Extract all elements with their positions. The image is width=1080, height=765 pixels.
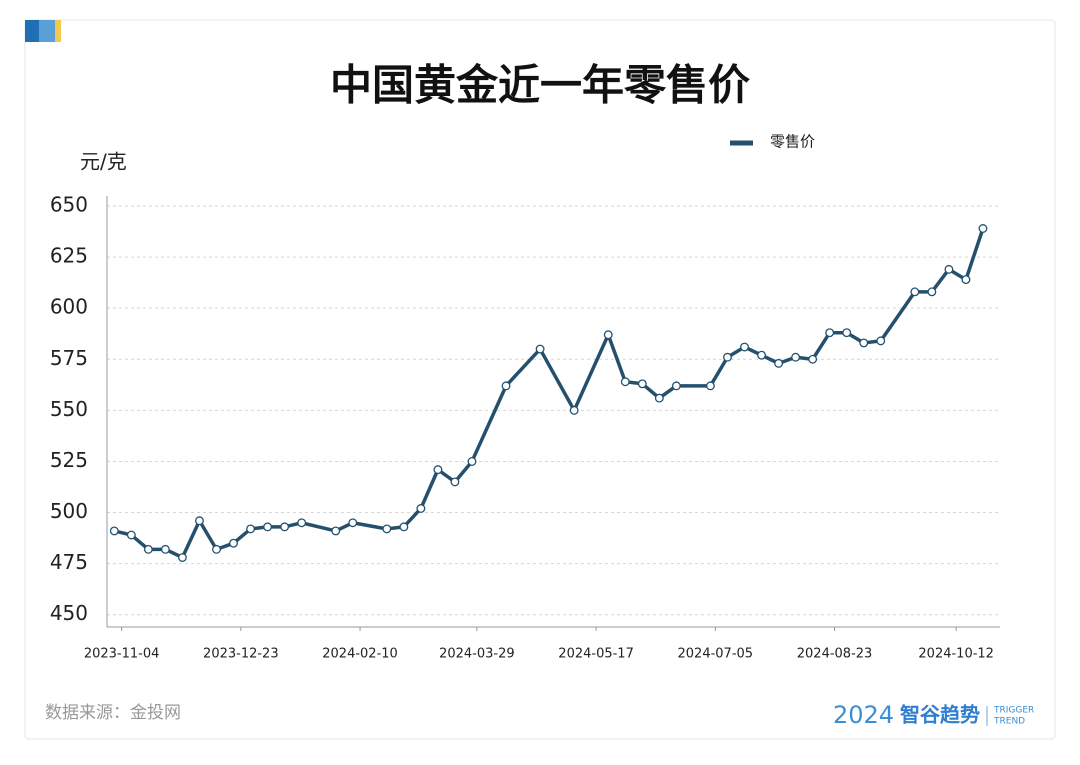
point: [569, 405, 579, 415]
point: [297, 518, 307, 528]
y-tick-label: 550: [50, 397, 88, 421]
point: [620, 377, 630, 387]
point: [382, 524, 392, 534]
accent: [25, 20, 39, 42]
point: [348, 518, 358, 528]
point: [195, 516, 204, 526]
point: [876, 336, 886, 346]
plot: 450 475 500 525 550 575 600 625 650 2023-11-04 202…: [50, 193, 1000, 662]
point: [450, 477, 460, 487]
point: [109, 526, 119, 536]
y-tick-label: 650: [50, 193, 88, 217]
y-tick-label: 575: [50, 346, 88, 370]
point: [331, 526, 341, 536]
point: [961, 275, 971, 285]
point: [927, 287, 937, 297]
x-tick-label: 2024-02-10: [322, 647, 398, 662]
point: [263, 522, 273, 532]
logo-name: 智谷趋势: [900, 703, 980, 727]
point: [399, 522, 409, 532]
point: [825, 328, 835, 338]
point: [757, 350, 766, 360]
accent: [39, 20, 55, 42]
point: [246, 524, 256, 534]
x-tick-label: 2024-03-29: [439, 647, 515, 662]
y-tick-label: 500: [50, 499, 88, 523]
point: [212, 544, 221, 554]
logo-en: TREND: [993, 717, 1025, 727]
point: [177, 553, 187, 562]
card: [24, 19, 1056, 740]
point: [671, 381, 681, 391]
point: [143, 544, 153, 554]
point: [723, 352, 732, 362]
y-tick-label: 450: [50, 601, 88, 625]
point: [978, 224, 988, 233]
point: [433, 465, 443, 475]
y-axis-label: 元/克: [80, 150, 127, 174]
y-tick-label: 600: [50, 295, 88, 319]
point: [416, 504, 426, 513]
x-tick-label: 2024-07-05: [678, 647, 754, 662]
chart-title: 中国黄金近一年零售价: [330, 61, 750, 110]
x-tick-label: 2024-05-17: [558, 647, 634, 662]
point: [280, 522, 290, 532]
point: [740, 342, 749, 352]
point: [944, 264, 954, 274]
y-tick-label: 625: [50, 244, 88, 268]
point: [654, 393, 664, 403]
point: [705, 381, 715, 391]
point: [126, 530, 136, 540]
accent: [55, 20, 61, 42]
point: [467, 457, 477, 466]
y-tick-label: 525: [50, 448, 88, 472]
y-tick-label: 475: [50, 550, 88, 574]
x-tick-label: 2024-08-23: [797, 647, 873, 662]
logo-year: 2024: [833, 701, 894, 729]
point: [774, 358, 784, 368]
point: [842, 328, 852, 338]
point: [910, 287, 920, 297]
point: [808, 354, 818, 364]
x-tick-label: 2023-12-23: [203, 647, 279, 662]
point: [791, 352, 801, 362]
point: [501, 381, 511, 391]
point: [160, 544, 170, 554]
source: 数据来源：金投网: [45, 703, 181, 723]
logo-en: TRIGGER: [993, 706, 1034, 716]
point: [229, 538, 238, 548]
point: [535, 344, 545, 354]
point: [859, 338, 869, 348]
x-tick-label: 2024-10-12: [918, 647, 994, 662]
point: [637, 379, 647, 389]
x-tick-label: 2023-11-04: [84, 647, 160, 662]
point: [603, 330, 613, 340]
legend-label: 零售价: [770, 133, 815, 151]
